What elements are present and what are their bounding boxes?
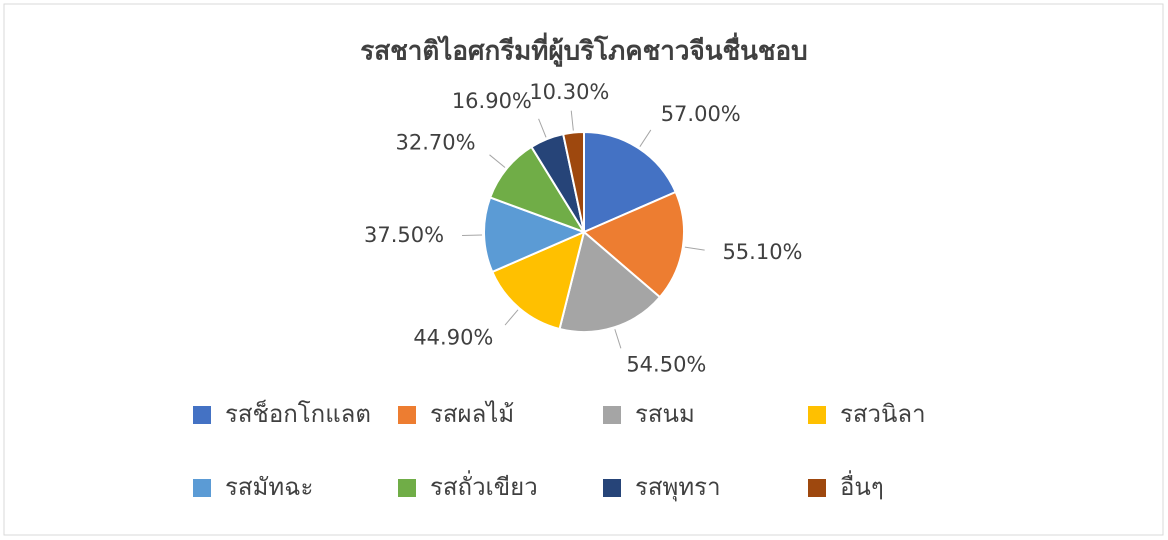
legend-swatch <box>398 406 416 424</box>
pie-slice <box>490 230 586 331</box>
leader-line <box>462 234 483 237</box>
data-label: 57.00% <box>661 102 741 126</box>
leader-line <box>614 329 622 349</box>
data-label: 55.10% <box>722 240 802 264</box>
legend-swatch <box>398 479 416 497</box>
legend-label: รสช็อกโกแลต <box>225 399 371 428</box>
pie-slice <box>582 190 685 299</box>
data-label: 32.70% <box>396 130 476 154</box>
leader-line <box>684 246 705 251</box>
data-label: 16.90% <box>452 89 532 113</box>
leader-line <box>570 110 574 131</box>
legend-label: รสพุทรา <box>635 473 721 502</box>
legend-label: อื่นๆ <box>840 470 884 501</box>
legend-label: รสถั่วเขียว <box>430 470 538 501</box>
legend-label: รสมัทฉะ <box>225 473 313 501</box>
leader-line <box>489 154 506 168</box>
chart-title: รสชาติไอศกรีมที่ผู้บริโภคชาวจีนชื่นชอบ <box>360 32 807 68</box>
legend-swatch <box>603 406 621 424</box>
pie-slice <box>483 196 587 274</box>
pie-slice <box>562 130 585 233</box>
leader-line <box>504 309 519 326</box>
data-label: 54.50% <box>626 352 706 376</box>
legend-swatch <box>193 479 211 497</box>
data-label: 10.30% <box>529 80 609 104</box>
legend-label: รสนม <box>635 400 695 428</box>
legend-swatch <box>193 406 211 424</box>
legend-swatch <box>603 479 621 497</box>
legend-swatch <box>808 406 826 424</box>
leader-line <box>639 129 652 147</box>
data-label: 44.90% <box>413 326 493 350</box>
pie-slice <box>583 130 677 234</box>
data-label: 37.50% <box>364 223 444 247</box>
legend-label: รสผลไม้ <box>430 400 514 428</box>
legend-label: รสวนิลา <box>840 400 926 428</box>
legend-swatch <box>808 479 826 497</box>
pie-slice <box>558 230 662 333</box>
leader-line <box>538 118 547 138</box>
